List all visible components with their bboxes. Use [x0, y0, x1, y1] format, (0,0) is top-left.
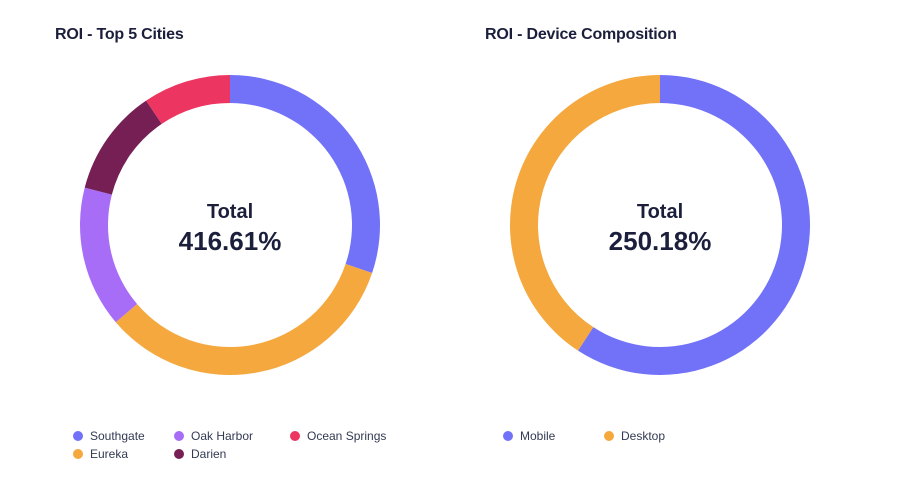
donut-slice-mobile[interactable]: [578, 75, 810, 375]
device-center-label: Total: [637, 201, 683, 223]
donut-slice-oak-harbor[interactable]: [79, 187, 138, 323]
legend-item-southgate[interactable]: Southgate: [73, 428, 174, 444]
device-legend: Mobile Desktop: [503, 428, 840, 444]
legend-dot-icon: [174, 449, 184, 459]
legend-dot-icon: [73, 431, 83, 441]
cities-center-value: 416.61%: [179, 226, 282, 256]
legend-item-mobile[interactable]: Mobile: [503, 428, 604, 444]
legend-item-ocean-springs[interactable]: Ocean Springs: [290, 428, 410, 444]
legend-dot-icon: [174, 431, 184, 441]
cities-donut-chart: Total 416.61%: [79, 75, 380, 376]
legend-label: Oak Harbor: [191, 429, 254, 443]
legend-label: Eureka: [90, 447, 129, 461]
cities-legend: Southgate Oak Harbor Ocean Springs Eureka Da…: [73, 428, 410, 462]
device-center-value: 250.18%: [609, 226, 712, 256]
legend-label: Darien: [191, 447, 227, 461]
cities-chart-title: ROI - Top 5 Cities: [55, 26, 184, 43]
legend-label: Ocean Springs: [307, 429, 387, 443]
device-chart-title: ROI - Device Composition: [485, 26, 677, 43]
cities-chart-panel: ROI - Top 5 Cities Total 416.61% Southga…: [55, 0, 475, 492]
donut-slice-eureka[interactable]: [115, 264, 373, 376]
legend-item-eureka[interactable]: Eureka: [73, 446, 174, 462]
donut-slice-darien[interactable]: [84, 100, 162, 195]
donut-slice-southgate[interactable]: [230, 75, 380, 273]
cities-center-label: Total: [207, 201, 253, 223]
legend-label: Desktop: [621, 429, 666, 443]
legend-label: Southgate: [90, 429, 145, 443]
legend-item-desktop[interactable]: Desktop: [604, 428, 720, 444]
legend-item-oak-harbor[interactable]: Oak Harbor: [174, 428, 290, 444]
device-chart-panel: ROI - Device Composition Total 250.18% M…: [485, 0, 900, 492]
legend-dot-icon: [73, 449, 83, 459]
legend-label: Mobile: [520, 429, 556, 443]
device-donut-chart: Total 250.18%: [509, 75, 810, 375]
donut-slice-ocean-springs[interactable]: [146, 75, 230, 124]
donut-slice-desktop[interactable]: [509, 75, 660, 351]
legend-dot-icon: [290, 431, 300, 441]
legend-dot-icon: [604, 431, 614, 441]
legend-dot-icon: [503, 431, 513, 441]
legend-item-darien[interactable]: Darien: [174, 446, 290, 462]
